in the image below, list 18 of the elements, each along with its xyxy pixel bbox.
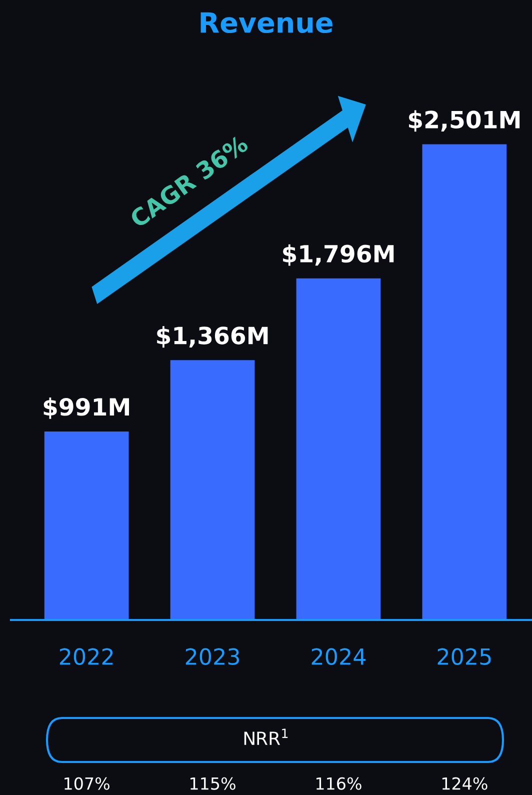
- text: 124%: [442, 777, 488, 790]
- data-label: $2,501M: [408, 110, 520, 132]
- x-tick-label: 2024: [312, 648, 366, 665]
- bar: [422, 144, 507, 620]
- bar: [44, 431, 129, 620]
- text: 107%: [64, 777, 110, 790]
- x-tick-label: 2022: [60, 648, 113, 665]
- data-label: $991M: [44, 398, 129, 419]
- text: 115%: [190, 777, 236, 790]
- x-tick-label: 2023: [186, 648, 240, 665]
- bar: [170, 360, 255, 620]
- text: 116%: [316, 777, 362, 790]
- x-tick-label: 2025: [438, 648, 491, 665]
- text: NRR$^{1}$: [244, 728, 288, 745]
- bar: [296, 278, 381, 620]
- data-label: $1,366M: [157, 326, 268, 348]
- chart-title: Revenue: [200, 12, 332, 34]
- data-label: $1,796M: [283, 244, 394, 266]
